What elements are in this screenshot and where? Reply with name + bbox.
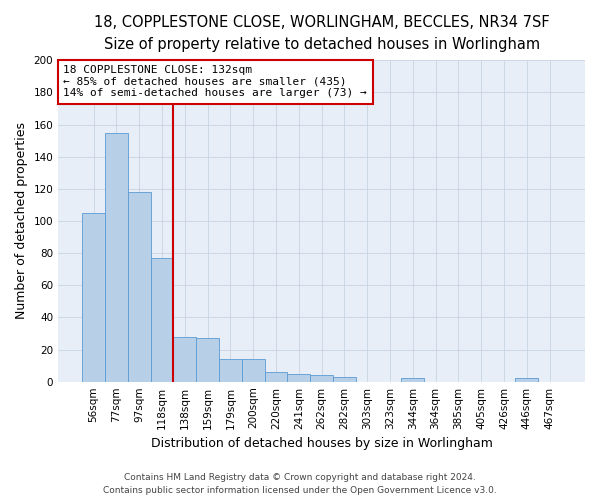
Bar — [151, 258, 173, 382]
Text: Contains HM Land Registry data © Crown copyright and database right 2024.
Contai: Contains HM Land Registry data © Crown c… — [103, 474, 497, 495]
Title: 18, COPPLESTONE CLOSE, WORLINGHAM, BECCLES, NR34 7SF
Size of property relative t: 18, COPPLESTONE CLOSE, WORLINGHAM, BECCL… — [94, 15, 550, 52]
X-axis label: Distribution of detached houses by size in Worlingham: Distribution of detached houses by size … — [151, 437, 493, 450]
Bar — [333, 377, 356, 382]
Bar — [105, 132, 128, 382]
Y-axis label: Number of detached properties: Number of detached properties — [15, 122, 28, 320]
Bar — [173, 336, 196, 382]
Bar — [515, 378, 538, 382]
Bar — [310, 376, 333, 382]
Bar — [265, 372, 287, 382]
Bar — [82, 213, 105, 382]
Bar — [242, 359, 265, 382]
Bar — [196, 338, 219, 382]
Text: 18 COPPLESTONE CLOSE: 132sqm
← 85% of detached houses are smaller (435)
14% of s: 18 COPPLESTONE CLOSE: 132sqm ← 85% of de… — [64, 65, 367, 98]
Bar — [401, 378, 424, 382]
Bar — [219, 359, 242, 382]
Bar — [287, 374, 310, 382]
Bar — [128, 192, 151, 382]
